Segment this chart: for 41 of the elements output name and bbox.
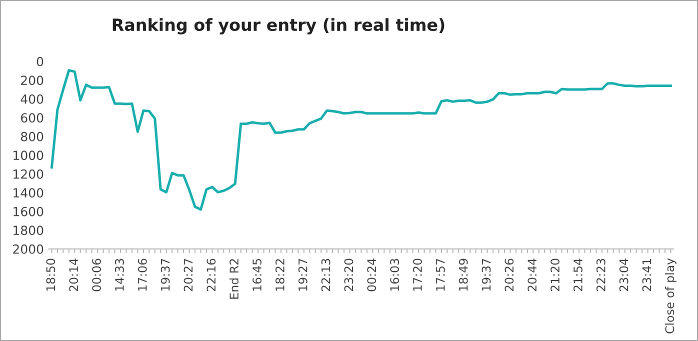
- x-tick-label: End R2: [229, 259, 239, 299]
- x-tick-label: 16:03: [390, 258, 400, 291]
- x-tick-label: 18:50: [46, 258, 56, 291]
- x-tick-label: 17:57: [436, 258, 445, 291]
- x-tick-label: 00:24: [367, 258, 376, 292]
- x-tick-label: 20:44: [528, 258, 537, 292]
- y-tick-label: 400: [20, 94, 44, 104]
- x-tick-label: 17:20: [413, 258, 422, 291]
- x-tick-label: 22:23: [596, 258, 606, 292]
- x-tick-label: 21:54: [574, 258, 582, 292]
- chart-title: Ranking of your entry (in real time): [112, 18, 444, 34]
- x-tick-label: 18:49: [458, 258, 468, 291]
- x-tick-label: 20:27: [184, 258, 193, 292]
- x-tick-label: 19:27: [298, 258, 308, 291]
- x-tick-label: 19:37: [160, 258, 170, 291]
- y-tick-label: 2000: [13, 244, 44, 254]
- x-tick-label: 21:20: [550, 258, 560, 292]
- y-tick-label: 1600: [14, 206, 44, 216]
- y-tick-label: 800: [20, 132, 44, 142]
- y-tick-label: 0: [36, 56, 44, 66]
- x-tick-label: Close of play: [664, 258, 676, 334]
- x-tick-label: 20:26: [504, 258, 514, 292]
- x-tick-label: 22:13: [321, 258, 330, 292]
- x-tick-label: 23:04: [619, 258, 628, 292]
- x-tick-label: 22:16: [206, 258, 216, 292]
- x-tick-label: 18:22: [275, 259, 284, 291]
- x-tick-label: 00:06: [92, 258, 101, 292]
- y-tick-label: 1200: [14, 169, 44, 179]
- x-tick-label: 23:41: [642, 259, 652, 292]
- x-tick-label: 17:06: [138, 258, 147, 291]
- x-tick-label: 20:14: [69, 258, 78, 292]
- y-tick-label: 1800: [14, 226, 44, 236]
- line-series: [50, 69, 672, 211]
- x-tick-label: 19:37: [482, 258, 491, 291]
- y-tick-label: 200: [21, 76, 44, 86]
- x-tick-label: 14:33: [114, 258, 124, 291]
- x-tick-label: 16:45: [252, 258, 262, 291]
- x-tick-label: 23:20: [344, 258, 354, 292]
- y-tick-label: 600: [21, 113, 44, 123]
- y-tick-label: 1000: [14, 150, 44, 160]
- y-tick-label: 1400: [14, 188, 44, 198]
